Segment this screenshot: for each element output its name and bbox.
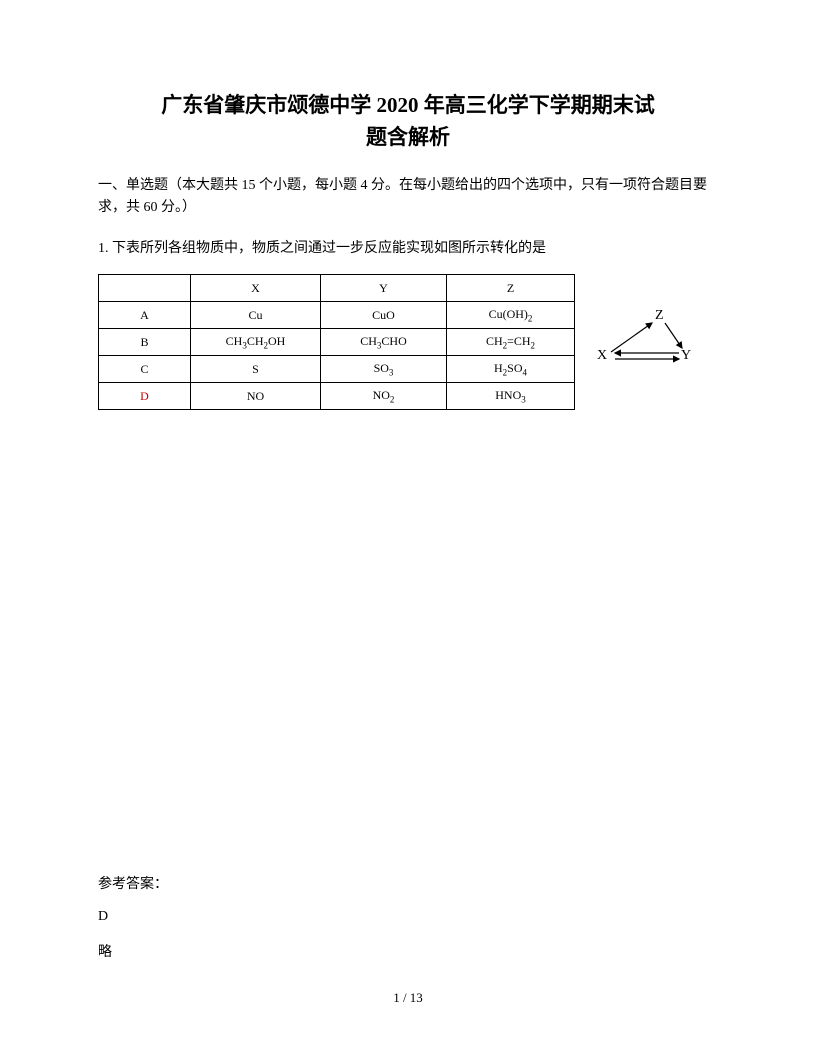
row-b-label: B <box>99 329 191 356</box>
row-c-x: S <box>191 356 321 383</box>
question-1-text: 1. 下表所列各组物质中，物质之间通过一步反应能实现如图所示转化的是 <box>98 238 718 260</box>
title-line-1: 广东省肇庆市颂德中学 2020 年高三化学下学期期末试 <box>98 90 718 122</box>
row-c-label: C <box>99 356 191 383</box>
row-a-z: Cu(OH)2 <box>447 302 575 329</box>
conversion-diagram: Z X Y <box>597 308 697 376</box>
row-d-x: NO <box>191 383 321 410</box>
header-z: Z <box>447 275 575 302</box>
document-title: 广东省肇庆市颂德中学 2020 年高三化学下学期期末试 题含解析 <box>98 90 718 153</box>
row-b-y: CH3CHO <box>321 329 447 356</box>
header-y: Y <box>321 275 447 302</box>
answer-note: 略 <box>98 941 168 961</box>
row-b-z: CH2=CH2 <box>447 329 575 356</box>
answer-letter: D <box>98 909 168 925</box>
table-header-row: X Y Z <box>99 275 575 302</box>
diagram-arrows-icon <box>597 308 697 376</box>
row-a-x: Cu <box>191 302 321 329</box>
row-d-z: HNO3 <box>447 383 575 410</box>
section-header: 一、单选题（本大题共 15 个小题，每小题 4 分。在每小题给出的四个选项中，只… <box>98 175 718 220</box>
header-x: X <box>191 275 321 302</box>
header-blank <box>99 275 191 302</box>
answer-section: 参考答案： D 略 <box>98 873 168 961</box>
row-c-z: H2SO4 <box>447 356 575 383</box>
row-b-x: CH3CH2OH <box>191 329 321 356</box>
row-a-label: A <box>99 302 191 329</box>
table-row: B CH3CH2OH CH3CHO CH2=CH2 <box>99 329 575 356</box>
page-number: 1 / 13 <box>0 990 816 1006</box>
row-d-y: NO2 <box>321 383 447 410</box>
table-row: D NO NO2 HNO3 <box>99 383 575 410</box>
title-line-2: 题含解析 <box>98 122 718 154</box>
row-a-y: CuO <box>321 302 447 329</box>
row-d-label: D <box>99 383 191 410</box>
options-table: X Y Z A Cu CuO Cu(OH)2 B CH3CH2OH CH3CHO… <box>98 274 575 410</box>
answer-label: 参考答案： <box>98 873 168 893</box>
table-row: C S SO3 H2SO4 <box>99 356 575 383</box>
table-row: A Cu CuO Cu(OH)2 <box>99 302 575 329</box>
row-c-y: SO3 <box>321 356 447 383</box>
table-diagram-container: X Y Z A Cu CuO Cu(OH)2 B CH3CH2OH CH3CHO… <box>98 274 718 410</box>
